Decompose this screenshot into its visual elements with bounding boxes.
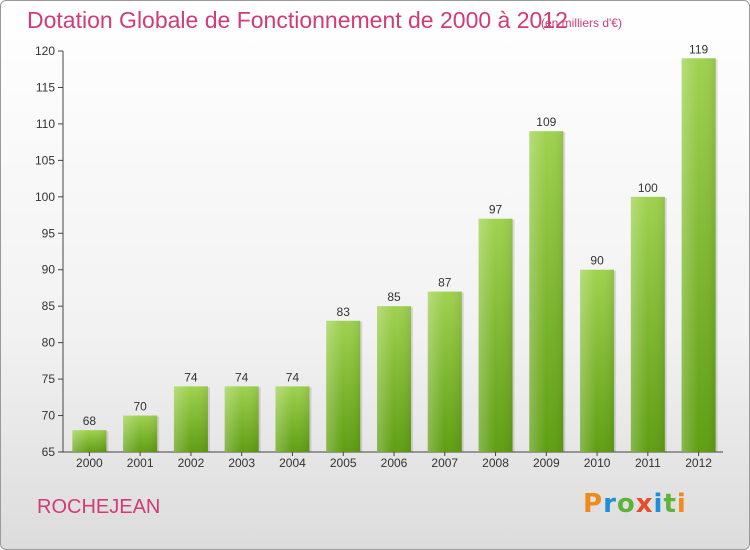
- x-tick-label: 2000: [76, 456, 103, 470]
- logo-letter: P: [583, 489, 604, 519]
- data-label: 87: [438, 276, 452, 290]
- logo-letter: o: [616, 489, 636, 519]
- data-label: 74: [235, 370, 249, 384]
- y-tick-label: 120: [35, 44, 55, 58]
- y-tick-label: 115: [36, 80, 55, 94]
- bar-highlight: [478, 218, 513, 452]
- chart-subtitle: (en milliers d'€): [541, 16, 622, 30]
- y-tick-label: 110: [36, 117, 55, 131]
- bar-highlight: [173, 386, 208, 452]
- logo-letter: r: [603, 489, 617, 519]
- bar-highlight: [681, 58, 716, 453]
- bar-highlight: [123, 415, 158, 452]
- bar-highlight: [427, 291, 462, 452]
- x-tick-label: 2008: [482, 456, 509, 470]
- bar-highlight: [275, 386, 310, 452]
- y-tick-label: 100: [35, 190, 55, 204]
- data-label: 83: [337, 305, 351, 319]
- y-tick-label: 95: [42, 226, 56, 240]
- y-tick-label: 90: [42, 263, 56, 277]
- y-tick-label: 65: [42, 445, 56, 459]
- y-tick-label: 85: [42, 299, 56, 313]
- data-label: 119: [689, 42, 708, 56]
- bar-highlight: [580, 269, 615, 452]
- logo-letter: t: [663, 489, 677, 519]
- x-tick-label: 2004: [279, 456, 306, 470]
- y-tick-label: 70: [42, 409, 56, 423]
- bar-highlight: [377, 306, 411, 452]
- commune-name: ROCHEJEAN: [37, 496, 161, 518]
- data-label: 109: [536, 115, 556, 129]
- logo-letter: x: [635, 489, 654, 519]
- y-tick-label: 80: [42, 336, 56, 350]
- logo-letter: i: [676, 489, 687, 519]
- bar-highlight: [224, 386, 259, 452]
- x-tick-label: 2002: [178, 456, 205, 470]
- bar-highlight: [630, 196, 665, 452]
- data-label: 68: [83, 414, 97, 428]
- y-tick-label: 75: [42, 372, 56, 386]
- data-label: 90: [590, 254, 604, 268]
- x-tick-label: 2007: [431, 456, 458, 470]
- x-tick-label: 2005: [330, 456, 357, 470]
- data-label: 70: [133, 400, 147, 414]
- x-tick-label: 2010: [584, 456, 611, 470]
- x-tick-label: 2009: [533, 456, 560, 470]
- logo-letter: i: [653, 489, 664, 519]
- data-label: 85: [387, 290, 401, 304]
- x-tick-label: 2001: [127, 456, 154, 470]
- bar-highlight: [326, 320, 361, 452]
- chart-title: Dotation Globale de Fonctionnement de 20…: [27, 7, 568, 33]
- x-tick-label: 2012: [685, 456, 712, 470]
- data-label: 100: [638, 181, 658, 195]
- proxiti-logo: Proxiti: [583, 489, 687, 519]
- data-label: 74: [184, 370, 198, 384]
- bar-highlight: [72, 430, 107, 452]
- y-tick-label: 105: [35, 153, 55, 167]
- data-label: 97: [489, 203, 503, 217]
- x-tick-label: 2006: [381, 456, 408, 470]
- bar-highlight: [529, 131, 564, 452]
- x-tick-label: 2011: [635, 456, 661, 470]
- x-tick-label: 2003: [228, 456, 255, 470]
- data-label: 74: [286, 370, 300, 384]
